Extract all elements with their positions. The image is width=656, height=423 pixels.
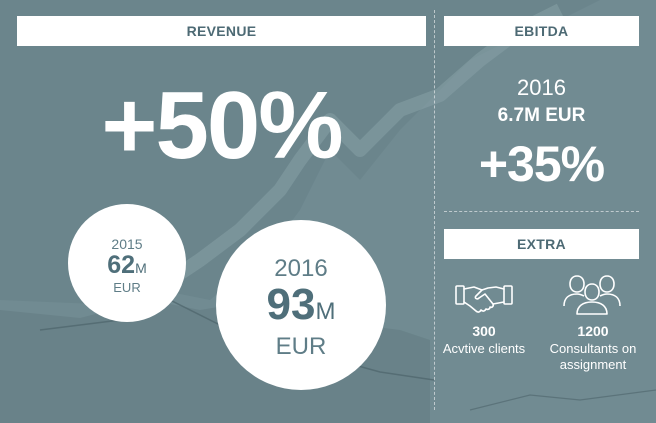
revenue-growth: +50% bbox=[101, 72, 343, 179]
revenue-2016-value-line: 93M bbox=[216, 282, 386, 335]
revenue-2016-unit: M bbox=[315, 298, 336, 325]
ebitda-growth: +35% bbox=[478, 136, 605, 192]
revenue-2015-year: 2015 bbox=[111, 236, 143, 252]
consultants-label-line1: Consultants on bbox=[549, 341, 637, 356]
column-divider bbox=[434, 10, 435, 410]
revenue-2016-circle: 2016 93M EUR bbox=[216, 220, 386, 390]
revenue-2015-currency: EUR bbox=[113, 280, 141, 295]
handshake-icon bbox=[455, 285, 513, 313]
revenue-2015-value: 62 bbox=[107, 251, 136, 279]
consultants-label-line2: assignment bbox=[559, 357, 627, 372]
people-group-icon bbox=[563, 275, 621, 315]
extra-header: EXTRA bbox=[444, 229, 639, 259]
clients-count: 300 bbox=[472, 323, 496, 339]
ebitda-value: 6.7M EUR bbox=[497, 105, 586, 126]
revenue-2016-currency: EUR bbox=[275, 333, 327, 360]
consultants-count: 1200 bbox=[577, 323, 609, 339]
consultants-label: Consultants on assignment bbox=[540, 341, 646, 373]
revenue-2015-circle: 2015 62M EUR bbox=[68, 204, 186, 322]
section-divider bbox=[444, 211, 639, 212]
revenue-2015-value-line: 62M bbox=[68, 252, 186, 281]
revenue-header: REVENUE bbox=[17, 16, 426, 46]
revenue-2015-unit: M bbox=[135, 260, 147, 276]
clients-label: Acvtive clients bbox=[442, 341, 526, 356]
ebitda-year: 2016 bbox=[517, 75, 566, 100]
revenue-2016-value: 93 bbox=[266, 280, 316, 329]
ebitda-header: EBITDA bbox=[444, 16, 639, 46]
revenue-2016-year: 2016 bbox=[274, 255, 328, 282]
